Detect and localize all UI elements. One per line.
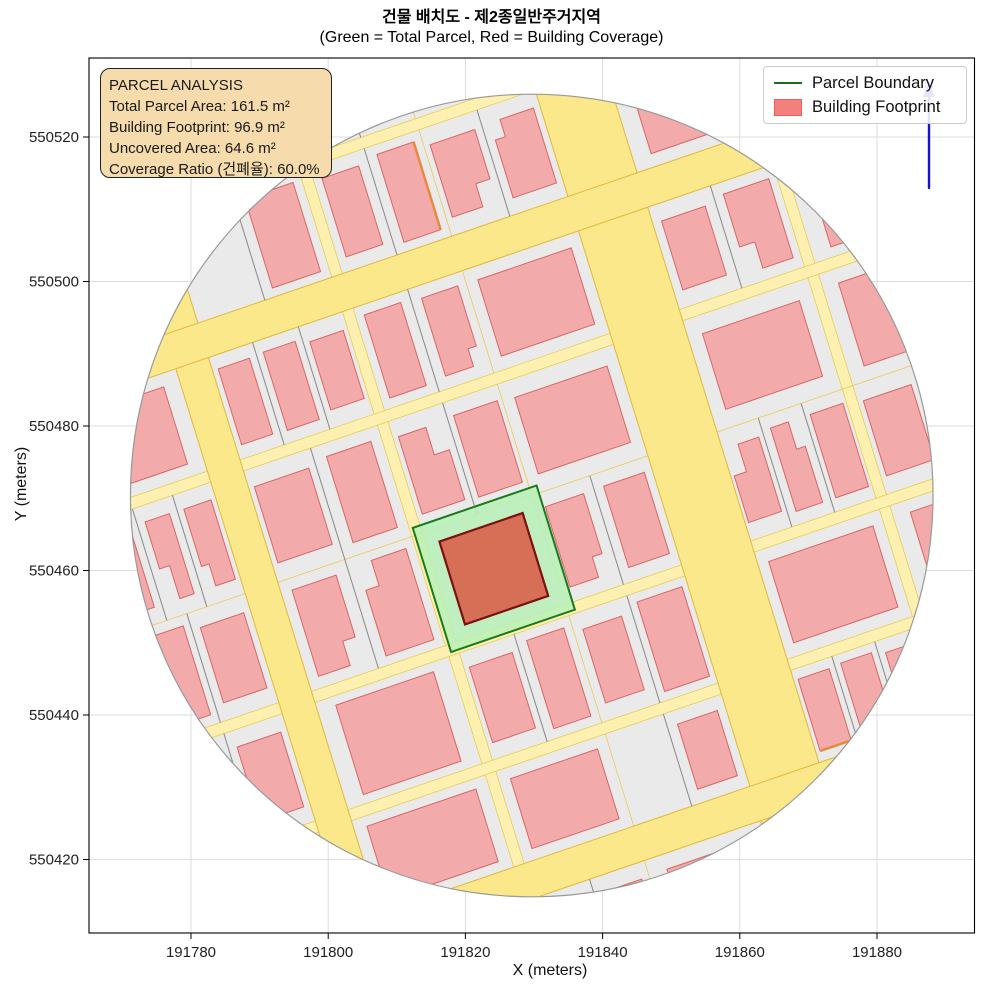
svg-text:550440: 550440 (29, 707, 79, 724)
svg-text:191780: 191780 (166, 944, 216, 961)
svg-text:191880: 191880 (852, 944, 902, 961)
svg-text:191820: 191820 (440, 944, 490, 961)
svg-text:550480: 550480 (29, 418, 79, 435)
svg-text:191800: 191800 (303, 944, 353, 961)
svg-text:550500: 550500 (29, 274, 79, 291)
svg-text:191840: 191840 (578, 944, 628, 961)
svg-text:550420: 550420 (29, 852, 79, 869)
svg-text:550460: 550460 (29, 563, 79, 580)
svg-text:191860: 191860 (715, 944, 765, 961)
svg-text:550520: 550520 (29, 129, 79, 146)
